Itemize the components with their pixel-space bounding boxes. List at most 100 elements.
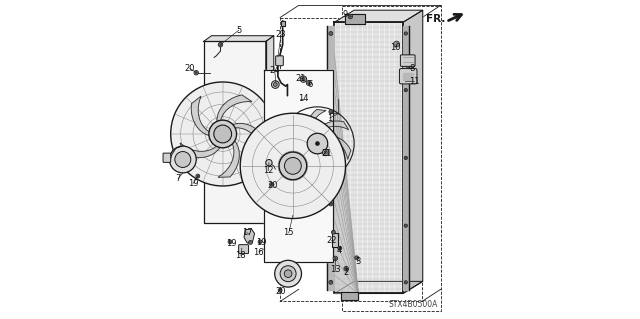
Circle shape — [316, 142, 319, 145]
FancyBboxPatch shape — [276, 56, 284, 66]
Circle shape — [307, 133, 328, 154]
Circle shape — [197, 175, 199, 177]
Circle shape — [404, 89, 408, 92]
Text: 5: 5 — [236, 26, 241, 35]
Text: 19: 19 — [256, 238, 266, 247]
Polygon shape — [334, 22, 403, 293]
Text: 3: 3 — [355, 257, 360, 266]
Circle shape — [338, 246, 342, 250]
Circle shape — [196, 174, 200, 178]
Circle shape — [229, 241, 231, 243]
Polygon shape — [334, 281, 422, 293]
Polygon shape — [334, 54, 358, 293]
Circle shape — [228, 240, 232, 244]
Circle shape — [308, 82, 310, 84]
Circle shape — [405, 89, 406, 91]
Text: 24: 24 — [269, 66, 280, 75]
Text: 15: 15 — [284, 228, 294, 237]
Circle shape — [220, 44, 221, 46]
Circle shape — [313, 139, 322, 148]
Circle shape — [250, 241, 252, 243]
Circle shape — [240, 113, 346, 219]
Circle shape — [404, 32, 408, 35]
Circle shape — [329, 32, 333, 35]
Circle shape — [344, 266, 348, 271]
Circle shape — [248, 241, 252, 244]
Circle shape — [330, 281, 332, 283]
Circle shape — [349, 16, 351, 18]
Polygon shape — [307, 109, 326, 141]
Circle shape — [269, 182, 273, 186]
Text: 13: 13 — [330, 265, 340, 274]
Circle shape — [405, 281, 406, 283]
Circle shape — [405, 33, 406, 34]
Circle shape — [284, 158, 301, 174]
Polygon shape — [321, 136, 351, 160]
Text: 11: 11 — [409, 77, 419, 86]
Circle shape — [280, 266, 296, 282]
Circle shape — [220, 131, 225, 137]
Circle shape — [348, 14, 353, 19]
Text: 19: 19 — [188, 179, 198, 188]
Circle shape — [279, 152, 307, 180]
Text: 20: 20 — [268, 181, 278, 190]
Circle shape — [324, 151, 327, 154]
Circle shape — [330, 203, 332, 205]
Polygon shape — [264, 70, 333, 262]
Circle shape — [218, 42, 223, 47]
Polygon shape — [323, 144, 336, 177]
Polygon shape — [266, 36, 274, 223]
Circle shape — [345, 267, 348, 270]
Text: ○: ○ — [395, 42, 398, 46]
Circle shape — [275, 260, 301, 287]
Text: 10: 10 — [390, 43, 400, 52]
Text: 19: 19 — [226, 239, 237, 248]
Polygon shape — [291, 116, 313, 146]
Polygon shape — [204, 36, 274, 41]
Text: 20: 20 — [276, 287, 286, 296]
Circle shape — [334, 257, 337, 260]
Text: STX4B0500A: STX4B0500A — [388, 300, 438, 309]
Circle shape — [302, 78, 305, 81]
Text: 21: 21 — [322, 149, 332, 158]
Circle shape — [332, 230, 335, 234]
Circle shape — [214, 125, 232, 143]
Text: 8: 8 — [410, 64, 415, 73]
FancyBboxPatch shape — [239, 245, 248, 254]
Circle shape — [333, 256, 337, 261]
Circle shape — [323, 149, 329, 156]
Bar — [332, 233, 337, 247]
Polygon shape — [284, 142, 316, 158]
Circle shape — [209, 120, 237, 148]
Circle shape — [329, 110, 333, 114]
Text: 9: 9 — [342, 10, 348, 19]
Polygon shape — [334, 10, 422, 22]
Text: 12: 12 — [263, 166, 273, 175]
Text: 20: 20 — [184, 64, 195, 73]
Circle shape — [271, 81, 279, 88]
Circle shape — [258, 240, 262, 244]
Circle shape — [195, 72, 197, 74]
Polygon shape — [244, 229, 255, 243]
Text: 17: 17 — [242, 228, 253, 237]
Circle shape — [405, 157, 406, 159]
Text: 6: 6 — [307, 80, 312, 89]
Polygon shape — [191, 96, 216, 136]
Text: 21: 21 — [296, 74, 306, 83]
Polygon shape — [345, 14, 365, 24]
Text: 14: 14 — [298, 94, 308, 103]
Text: 1: 1 — [327, 114, 332, 122]
Circle shape — [266, 160, 272, 166]
Text: 7: 7 — [175, 174, 180, 183]
Polygon shape — [341, 292, 358, 300]
Circle shape — [329, 280, 333, 284]
FancyBboxPatch shape — [401, 55, 415, 66]
Circle shape — [404, 281, 408, 284]
Polygon shape — [327, 26, 334, 290]
Circle shape — [404, 156, 408, 160]
Text: 16: 16 — [253, 248, 264, 256]
Text: 2: 2 — [344, 268, 349, 277]
Circle shape — [271, 183, 273, 185]
Circle shape — [194, 70, 198, 75]
Polygon shape — [218, 136, 239, 177]
